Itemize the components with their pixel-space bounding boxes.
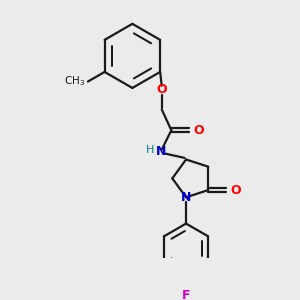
Text: F: F xyxy=(182,289,190,300)
Text: O: O xyxy=(193,124,204,137)
Text: N: N xyxy=(156,145,166,158)
Text: O: O xyxy=(156,83,167,96)
Text: CH$_3$: CH$_3$ xyxy=(64,75,86,88)
Text: H: H xyxy=(146,145,155,154)
Text: O: O xyxy=(230,184,241,196)
Text: N: N xyxy=(181,191,191,204)
